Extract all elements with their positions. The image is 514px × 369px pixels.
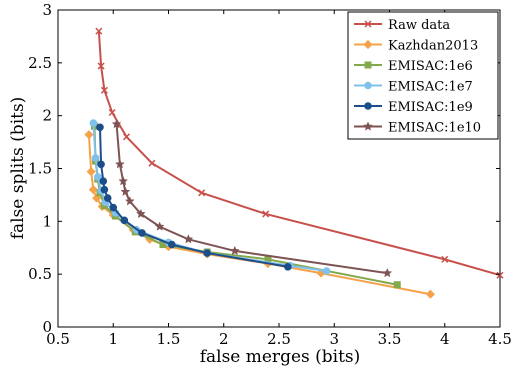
series-emisac-1e9 bbox=[96, 123, 292, 271]
data-point bbox=[93, 173, 102, 181]
x-axis-label: false merges (bits) bbox=[200, 347, 361, 367]
data-point bbox=[111, 118, 122, 129]
data-point bbox=[198, 189, 206, 197]
y-axis-label: false splits (bits) bbox=[8, 97, 28, 240]
data-point bbox=[103, 194, 112, 202]
data-point bbox=[229, 245, 240, 256]
y-tick-label: 2.5 bbox=[28, 54, 52, 72]
legend-label: EMISAC:1e6 bbox=[388, 59, 473, 74]
legend-swatch-marker bbox=[364, 102, 372, 110]
series-line bbox=[97, 31, 501, 277]
data-point bbox=[100, 185, 109, 194]
data-point bbox=[138, 229, 146, 237]
legend-swatch-marker bbox=[364, 81, 372, 90]
x-tick-label: 2 bbox=[219, 330, 229, 348]
data-point bbox=[168, 240, 176, 249]
data-point bbox=[99, 177, 108, 185]
x-tick-label: 1.5 bbox=[157, 330, 181, 348]
legend-label: EMISAC:1e7 bbox=[388, 80, 473, 95]
legend-item: EMISAC:1e10 bbox=[354, 121, 481, 136]
data-point bbox=[97, 160, 105, 169]
data-point bbox=[183, 234, 194, 244]
data-point bbox=[425, 289, 435, 299]
y-tick-label: 1 bbox=[42, 212, 52, 230]
data-point bbox=[382, 267, 393, 278]
legend-label: Kazhdan2013 bbox=[388, 39, 478, 54]
data-point bbox=[122, 133, 131, 141]
legend-item: Raw data bbox=[354, 18, 450, 33]
legend-label: EMISAC:1e9 bbox=[388, 100, 473, 115]
data-point bbox=[120, 186, 131, 196]
series-line bbox=[115, 124, 388, 275]
x-tick-label: 4 bbox=[440, 330, 450, 348]
data-point bbox=[262, 210, 270, 218]
data-point bbox=[148, 159, 156, 167]
data-point bbox=[322, 267, 331, 275]
data-point bbox=[84, 130, 94, 140]
data-point bbox=[108, 108, 116, 117]
y-axis-ticks: 0 0.5 1 1.5 2 2.5 3 bbox=[28, 1, 500, 336]
data-point bbox=[96, 123, 104, 132]
data-point bbox=[109, 203, 118, 212]
data-point bbox=[124, 196, 135, 206]
data-point bbox=[135, 208, 146, 219]
legend: Raw data Kazhdan2013 EMISAC:1e6 EMISAC:1e7 E… bbox=[347, 11, 499, 140]
data-point bbox=[203, 249, 211, 257]
data-point bbox=[97, 62, 105, 70]
x-tick-label: 4.5 bbox=[488, 330, 512, 348]
legend-swatch-marker bbox=[363, 121, 373, 131]
x-axis-ticks: 0.5 1 1.5 2 2.5 3 3.5 4 4.5 bbox=[46, 10, 512, 348]
data-point bbox=[86, 167, 96, 177]
data-point bbox=[89, 119, 98, 127]
y-tick-label: 3 bbox=[42, 1, 52, 19]
legend-box bbox=[347, 11, 499, 140]
data-point bbox=[284, 262, 292, 271]
x-tick-label: 3 bbox=[329, 330, 339, 348]
y-tick-label: 1.5 bbox=[28, 160, 52, 178]
legend-item: EMISAC:1e7 bbox=[354, 80, 473, 95]
data-point bbox=[95, 27, 103, 35]
y-tick-label: 0 bbox=[42, 318, 52, 336]
series-raw-data bbox=[95, 27, 504, 279]
x-tick-label: 2.5 bbox=[267, 330, 291, 348]
data-point bbox=[120, 216, 129, 225]
data-point bbox=[100, 86, 108, 94]
data-point bbox=[91, 154, 100, 162]
legend-swatch-marker bbox=[364, 20, 372, 28]
legend-item: Kazhdan2013 bbox=[354, 39, 478, 54]
legend-label: Raw data bbox=[388, 18, 450, 33]
data-point bbox=[114, 159, 125, 169]
data-point bbox=[154, 221, 165, 231]
data-point bbox=[441, 255, 449, 263]
data-point bbox=[88, 185, 98, 195]
legend-swatch-marker bbox=[363, 39, 373, 50]
x-tick-label: 3.5 bbox=[378, 330, 402, 348]
plot-area bbox=[57, 9, 504, 328]
x-tick-label: 1 bbox=[108, 330, 118, 348]
data-point bbox=[496, 271, 504, 279]
data-point bbox=[393, 281, 401, 289]
series-emisac-1e10 bbox=[111, 118, 393, 278]
y-tick-label: 0.5 bbox=[28, 265, 52, 283]
legend-item: EMISAC:1e6 bbox=[354, 59, 473, 74]
legend-label: EMISAC:1e10 bbox=[388, 121, 481, 136]
y-tick-label: 2 bbox=[42, 107, 52, 125]
legend-swatch-marker bbox=[364, 61, 372, 69]
data-point bbox=[118, 176, 129, 186]
legend-item: EMISAC:1e9 bbox=[354, 100, 473, 115]
x-tick-label: 0.5 bbox=[46, 330, 70, 348]
